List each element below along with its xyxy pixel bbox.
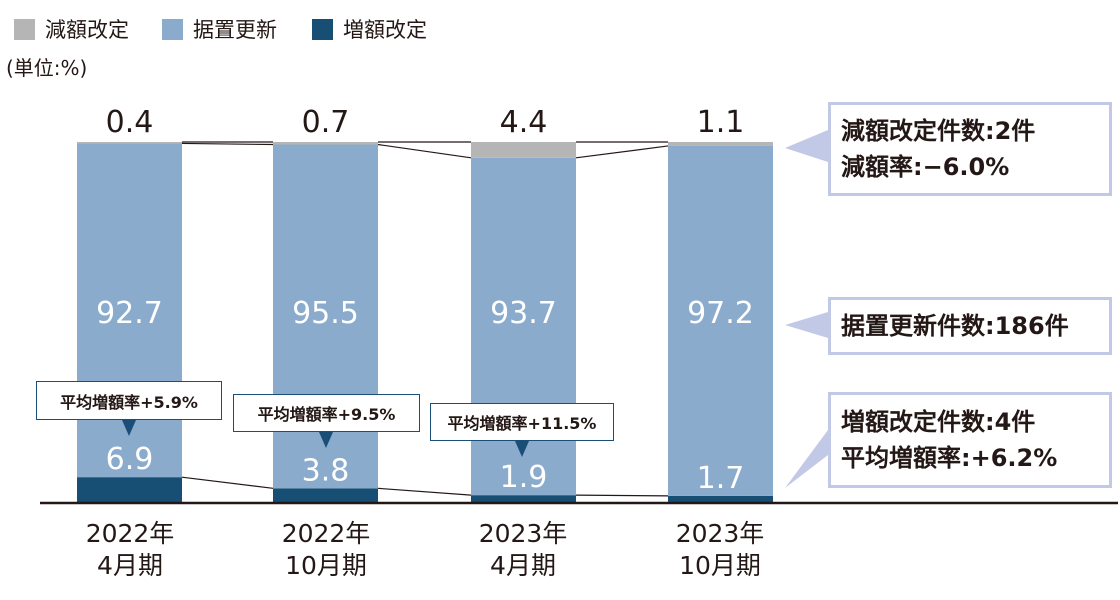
callout-line: 減額改定件数:2件 bbox=[841, 117, 1036, 145]
legend-label: 据置更新 bbox=[193, 18, 277, 42]
avg-increase-box: 平均増額率+5.9% bbox=[36, 381, 222, 420]
connector-line bbox=[181, 142, 274, 146]
pointer-triangle-icon bbox=[122, 420, 136, 436]
connector-line bbox=[575, 494, 669, 497]
x-tick-label: 2023年 10月期 bbox=[675, 519, 765, 580]
unit-label: (単位:%) bbox=[6, 56, 88, 80]
connector-line bbox=[377, 143, 472, 159]
value-label-unchanged: 92.7 bbox=[96, 296, 163, 331]
callout-line: 据置更新件数:186件 bbox=[841, 312, 1069, 340]
legend-item-decrease: 減額改定 bbox=[14, 14, 129, 44]
connector-line bbox=[181, 476, 274, 489]
x-tick-label: 2023年 4月期 bbox=[478, 519, 568, 580]
value-label-decrease: 0.4 bbox=[106, 105, 154, 140]
callout-pointer-icon bbox=[785, 130, 828, 162]
callout-decrease: 減額改定件数:2件 減額率:−6.0% bbox=[828, 102, 1112, 196]
value-label-decrease: 0.7 bbox=[302, 105, 350, 140]
value-label-unchanged: 95.5 bbox=[292, 296, 359, 331]
bar-segment bbox=[77, 477, 182, 502]
x-tick-label: 2022年 4月期 bbox=[85, 519, 175, 580]
legend-item-unchanged: 据置更新 bbox=[162, 14, 277, 44]
x-tick-label: 2022年 10月期 bbox=[281, 519, 371, 580]
callout-pointer-icon bbox=[785, 430, 828, 488]
connector-line bbox=[377, 487, 472, 496]
legend-swatch bbox=[14, 18, 35, 40]
callout-line: 平均増額率:+6.2% bbox=[841, 444, 1058, 472]
bar-segment bbox=[273, 142, 378, 145]
legend-swatch bbox=[312, 18, 333, 40]
value-label-increase: 6.9 bbox=[106, 442, 154, 477]
bar-segment bbox=[668, 495, 773, 502]
callout-line: 減額率:−6.0% bbox=[841, 153, 1010, 181]
value-label-increase: 1.9 bbox=[500, 460, 548, 495]
callout-line: 増額改定件数:4件 bbox=[841, 408, 1036, 436]
pointer-triangle-icon bbox=[515, 441, 529, 457]
value-label-decrease: 1.1 bbox=[697, 105, 745, 140]
value-label-increase: 1.7 bbox=[697, 461, 745, 496]
callout-increase: 増額改定件数:4件 平均増額率:+6.2% bbox=[828, 392, 1112, 488]
legend-label: 減額改定 bbox=[45, 18, 129, 42]
value-label-unchanged: 97.2 bbox=[687, 296, 754, 331]
value-label-decrease: 4.4 bbox=[500, 105, 548, 140]
avg-increase-box: 平均増額率+11.5% bbox=[430, 403, 614, 441]
connector-line bbox=[575, 145, 669, 159]
bar-segment bbox=[668, 145, 773, 496]
avg-increase-box: 平均増額率+9.5% bbox=[233, 394, 420, 432]
bar-segment bbox=[77, 142, 182, 144]
bar-segment bbox=[273, 488, 378, 502]
legend-label: 増額改定 bbox=[343, 18, 427, 42]
value-label-increase: 3.8 bbox=[302, 453, 350, 488]
bar-segment bbox=[471, 142, 576, 158]
bar-segment bbox=[471, 495, 576, 502]
bar-segment bbox=[668, 142, 773, 146]
legend-swatch bbox=[162, 18, 183, 40]
legend-item-increase: 増額改定 bbox=[312, 14, 427, 44]
callout-unchanged: 据置更新件数:186件 bbox=[828, 297, 1112, 355]
callout-pointer-icon bbox=[785, 312, 828, 338]
pointer-triangle-icon bbox=[319, 432, 333, 448]
value-label-unchanged: 93.7 bbox=[490, 296, 557, 331]
